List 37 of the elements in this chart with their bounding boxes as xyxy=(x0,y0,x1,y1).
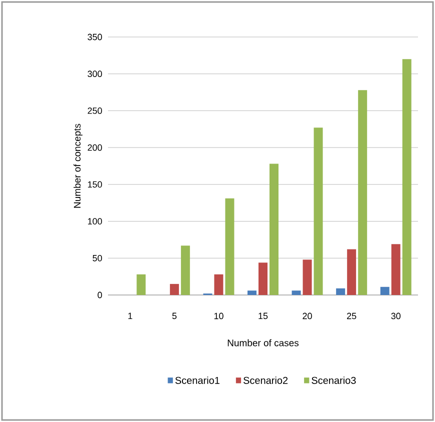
bar xyxy=(258,262,268,295)
bar xyxy=(314,128,323,295)
x-tick-label: 20 xyxy=(302,312,312,320)
bar xyxy=(336,288,346,295)
y-tick-label: 250 xyxy=(88,108,102,114)
legend-label: Scenario3 xyxy=(312,376,356,384)
y-axis-title: Number of concepts xyxy=(74,124,82,208)
x-tick-label: 30 xyxy=(391,312,401,320)
y-tick-label: 200 xyxy=(88,144,102,151)
bar xyxy=(136,274,146,295)
x-axis-title: Number of cases xyxy=(228,339,299,346)
x-tick-label: 10 xyxy=(214,312,224,320)
x-tick-label: 15 xyxy=(258,312,268,320)
bar xyxy=(292,290,301,295)
bar xyxy=(180,246,190,295)
x-tick-label: 25 xyxy=(347,312,356,320)
legend-label: Scenario1 xyxy=(175,376,220,384)
y-tick-label: 0 xyxy=(98,292,102,298)
bar xyxy=(380,286,390,295)
bar xyxy=(391,244,400,295)
y-tick-label: 350 xyxy=(88,34,102,40)
x-tick-label: 5 xyxy=(172,312,177,320)
legend-label: Scenario2 xyxy=(244,376,288,384)
bar xyxy=(270,164,279,295)
bar xyxy=(170,284,179,295)
y-tick-label: 150 xyxy=(88,181,102,188)
bar xyxy=(248,290,257,295)
bar xyxy=(214,274,224,295)
bar xyxy=(358,90,368,295)
y-tick-label: 100 xyxy=(88,218,102,224)
y-tick-label: 50 xyxy=(92,254,102,262)
bar xyxy=(347,249,356,295)
bar xyxy=(302,260,312,295)
y-tick-label: 300 xyxy=(88,70,102,78)
bar xyxy=(225,198,234,295)
bar xyxy=(402,59,412,295)
x-tick-label: 1 xyxy=(128,312,132,319)
